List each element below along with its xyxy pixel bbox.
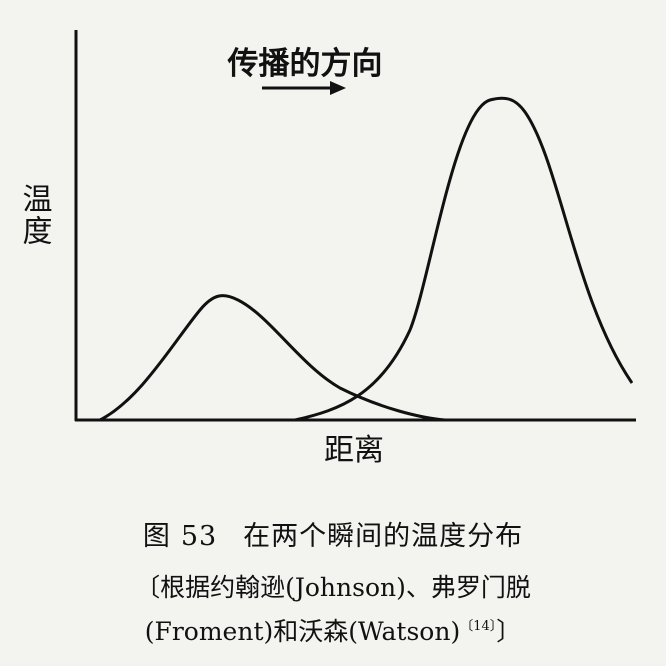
direction-label: 传播的方向 (227, 46, 383, 82)
temperature-distribution-diagram: 传播的方向 温度 距离 (17, 30, 636, 468)
caption-number: 53 (180, 521, 218, 552)
caption-source-end: 〕 (496, 617, 522, 646)
caption-source-text-2: (Froment)和沃森(Watson) (144, 617, 461, 646)
y-axis-label: 温度 (17, 183, 52, 247)
curve-later-instant (294, 96, 634, 422)
caption-source-line-2: (Froment)和沃森(Watson)〔14〕〕 (0, 612, 666, 648)
x-axis-label: 距离 (324, 433, 384, 468)
caption-reference: 〔14〕 (460, 619, 497, 634)
right-arrow-icon (262, 81, 346, 95)
caption-source-text-1: 〔根据约翰逊(Johnson)、弗罗门脱 (135, 573, 531, 602)
caption-label: 图 (142, 521, 171, 552)
curve-earlier-instant (99, 294, 446, 422)
caption-source-line-1: 〔根据约翰逊(Johnson)、弗罗门脱 (0, 568, 666, 604)
caption-title: 在两个瞬间的温度分布 (243, 521, 524, 552)
figure-caption: 图 53 在两个瞬间的温度分布 (0, 514, 666, 553)
